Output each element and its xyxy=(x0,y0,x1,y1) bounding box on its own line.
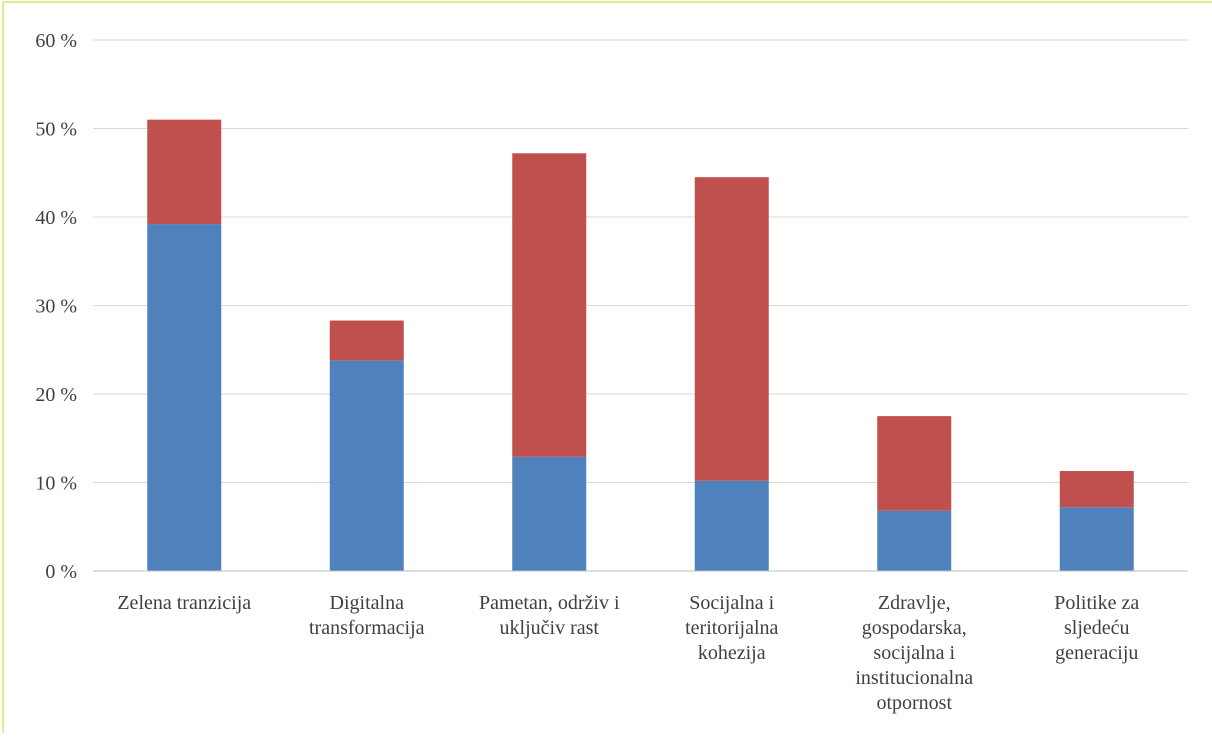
bar-segment-series-2 xyxy=(1059,470,1134,508)
x-category-label: Zdravlje, gospodarska, socijalna i instituc… xyxy=(855,592,973,714)
y-axis-tick-labels: 0 % 10 % 20 % 30 % 40 % 50 % 60 % xyxy=(35,30,77,583)
x-category-label: Socijalna i teritorijalna kohezija xyxy=(685,592,778,664)
x-category-label: Zelena tranzicija xyxy=(117,592,251,614)
x-category-label-line: Zelena tranzicija xyxy=(117,592,251,614)
bar-segment-series-1 xyxy=(694,480,769,571)
bar-segment-series-2 xyxy=(694,177,769,481)
bar-segment-series-1 xyxy=(1059,507,1134,571)
x-category-label-line: Politike za xyxy=(1054,592,1139,614)
y-tick-label: 50 % xyxy=(35,119,77,141)
y-tick-label: 0 % xyxy=(45,561,77,583)
y-tick-label: 10 % xyxy=(35,473,77,495)
bar-segment-series-1 xyxy=(147,224,222,571)
bar-segment-series-1 xyxy=(877,510,952,571)
x-category-label-line: transformacija xyxy=(309,617,425,639)
x-category-label-line: otpornost xyxy=(876,692,952,714)
x-category-label-line: institucionalna xyxy=(855,667,973,689)
x-category-label-line: Digitalna xyxy=(330,592,405,614)
x-category-label-line: generaciju xyxy=(1055,642,1138,664)
bars xyxy=(147,119,1134,571)
x-category-label-line: Socijalna i xyxy=(689,592,774,614)
bar-segment-series-1 xyxy=(329,360,404,571)
x-category-label: Politike za sljedeću generaciju xyxy=(1054,592,1139,664)
gridlines xyxy=(93,39,1188,483)
x-category-label-line: sljedeću xyxy=(1064,617,1130,639)
x-axis-category-labels: Zelena tranzicija Digitalna transformacija… xyxy=(117,592,1139,714)
x-category-label-line: Pametan, održiv i xyxy=(479,592,620,614)
bar-segment-series-2 xyxy=(147,119,222,225)
x-category-label-line: Zdravlje, xyxy=(878,592,951,614)
x-category-label: Digitalna transformacija xyxy=(309,592,425,639)
x-category-label-line: socijalna i xyxy=(873,642,955,664)
y-tick-label: 40 % xyxy=(35,207,77,229)
x-category-label-line: teritorijalna xyxy=(685,617,778,639)
x-category-label-line: gospodarska, xyxy=(862,617,967,639)
bar-segment-series-1 xyxy=(512,456,587,571)
bar-segment-series-2 xyxy=(512,153,587,457)
x-category-label: Pametan, održiv i uključiv rast xyxy=(479,592,620,639)
y-tick-label: 30 % xyxy=(35,296,77,318)
y-tick-label: 60 % xyxy=(35,30,77,52)
x-category-label-line: kohezija xyxy=(698,642,766,664)
bar-segment-series-2 xyxy=(329,320,404,361)
x-category-label-line: uključiv rast xyxy=(500,617,600,639)
bar-segment-series-2 xyxy=(877,416,952,511)
y-tick-label: 20 % xyxy=(35,384,77,406)
